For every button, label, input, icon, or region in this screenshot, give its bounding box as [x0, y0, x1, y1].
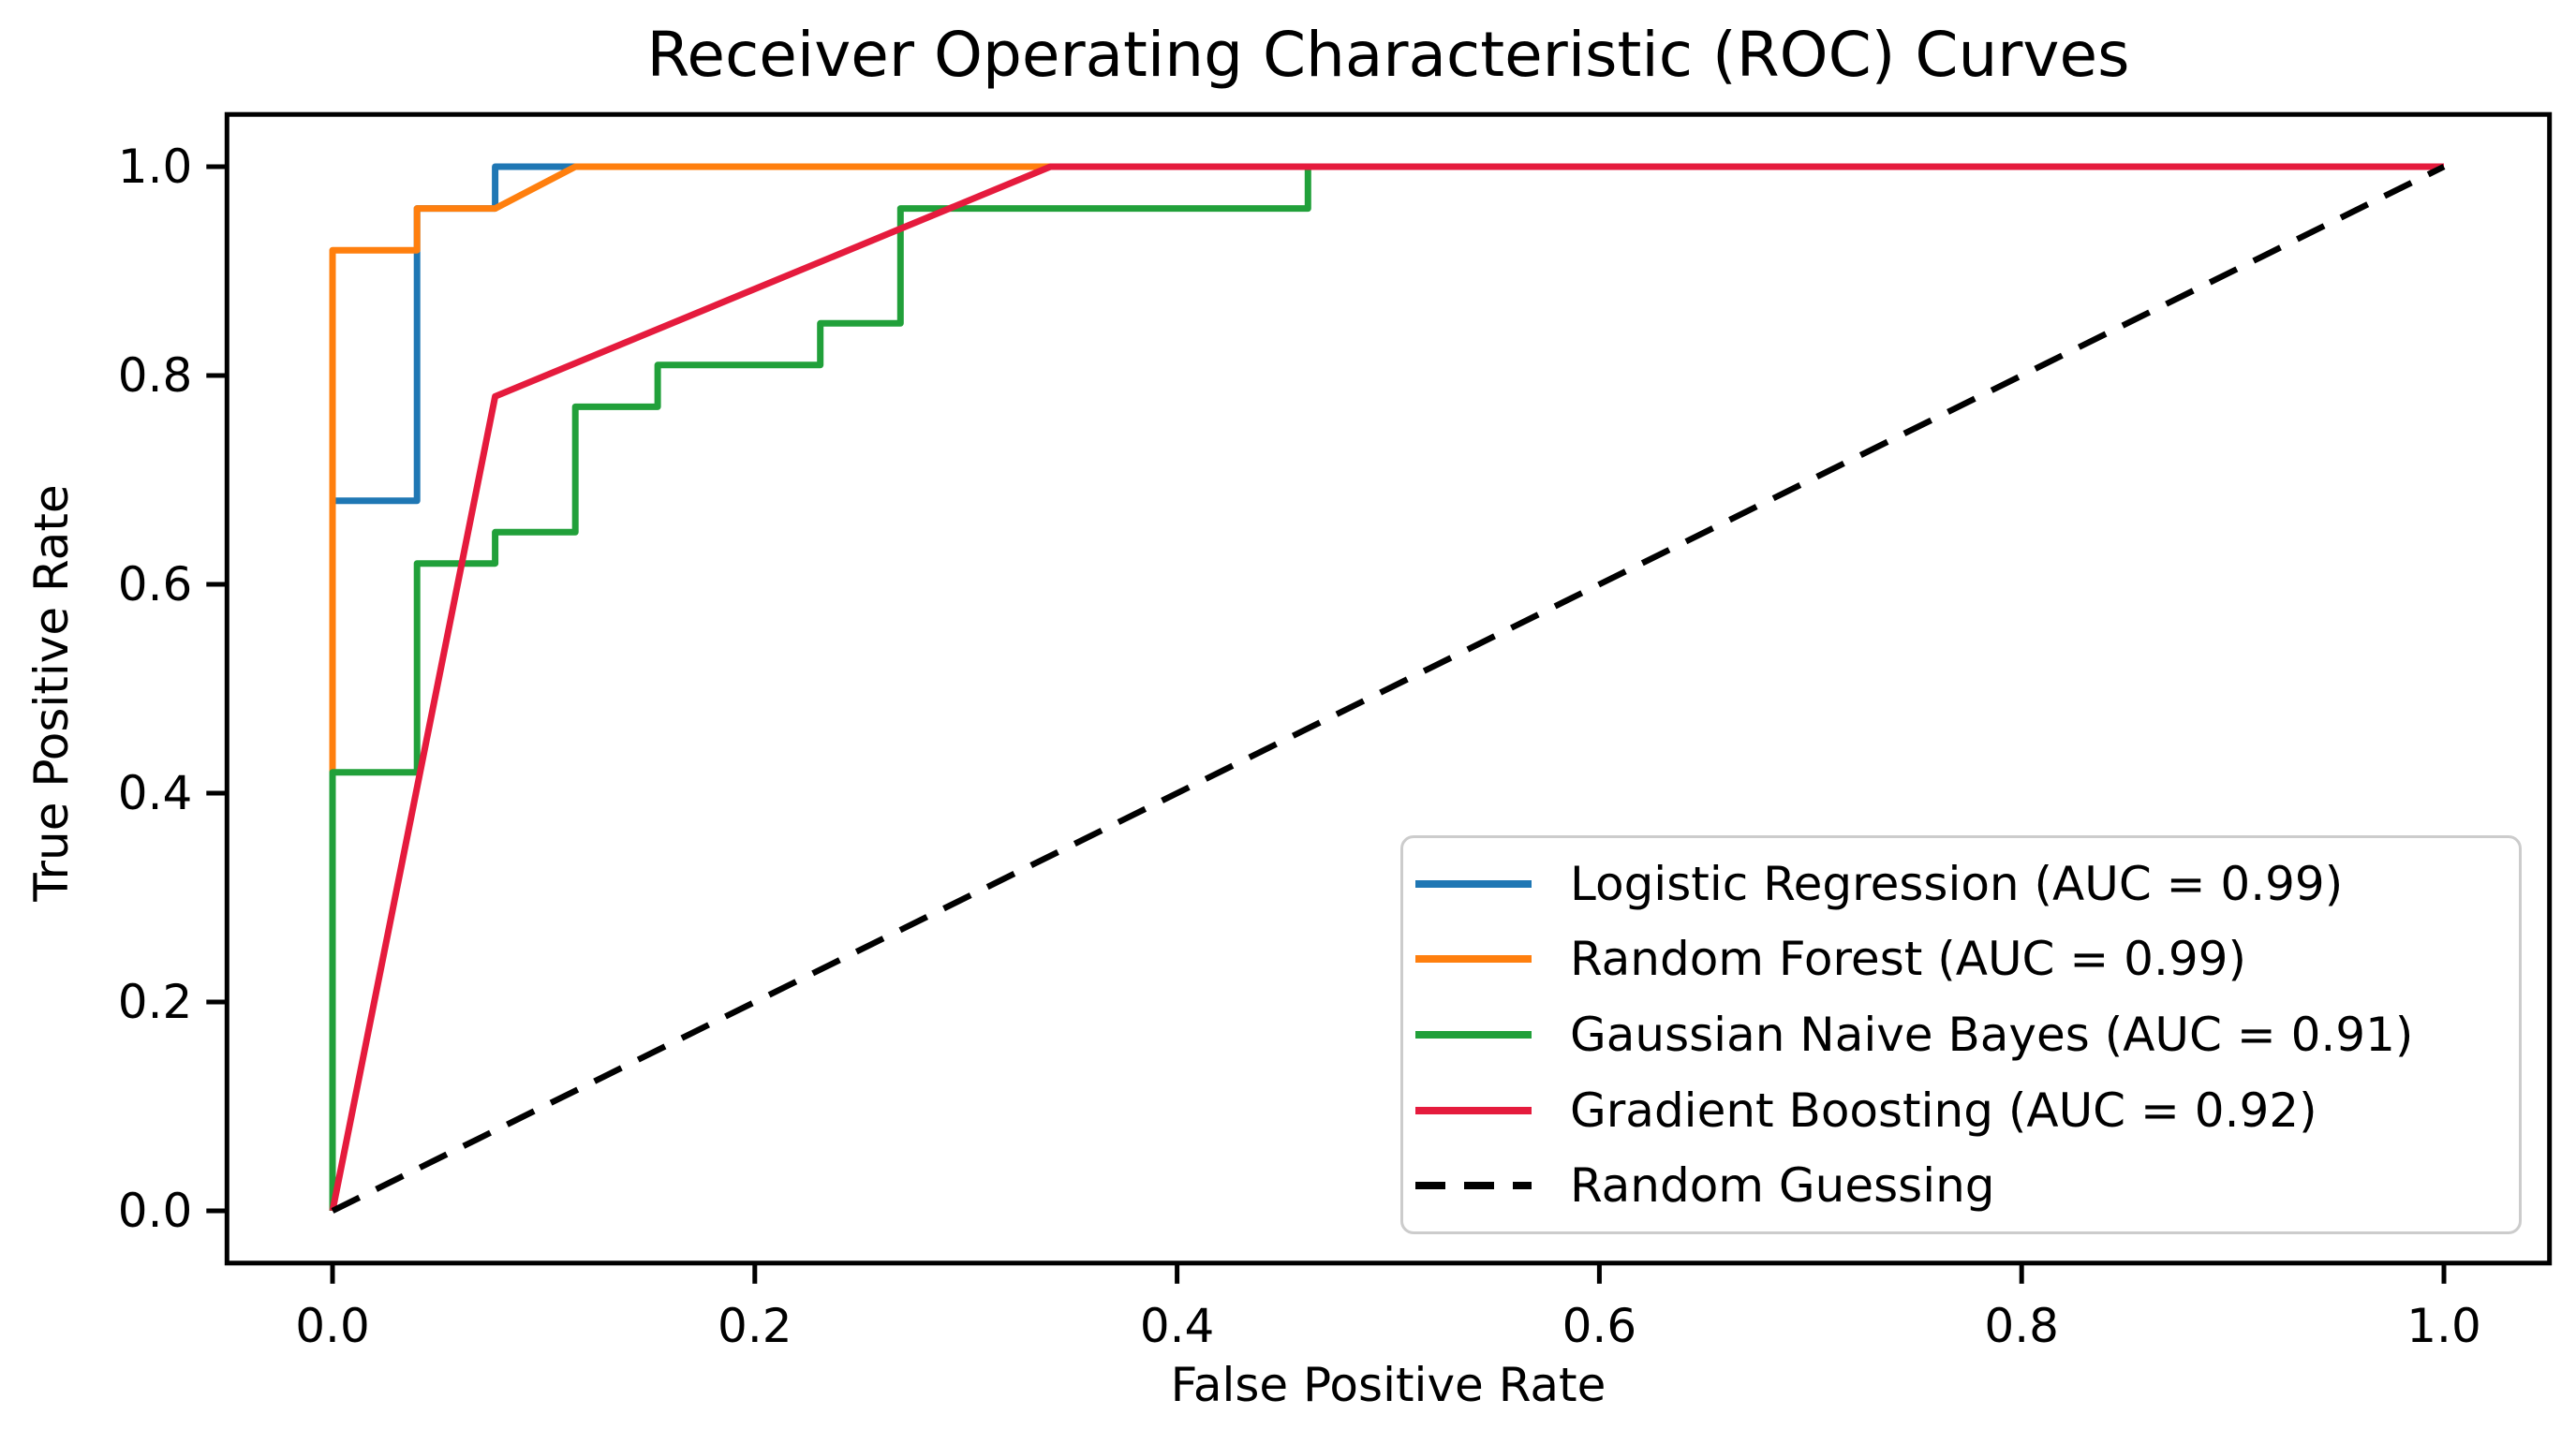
legend-swatch-random-guessing [1415, 1182, 1532, 1190]
plot-frame [224, 111, 2553, 1266]
legend-row-gaussian-naive-bayes: Gaussian Naive Bayes (AUC = 0.91) [1415, 1005, 2509, 1065]
x-axis-label: False Positive Rate [1170, 1358, 1606, 1412]
chart-title: Receiver Operating Characteristic (ROC) … [646, 19, 2130, 91]
y-tick-label-0.4: 0.4 [118, 766, 193, 820]
legend-swatch-gradient-boosting [1415, 1106, 1532, 1114]
y-axis-label: True Positive Rate [24, 484, 79, 902]
legend-row-logistic-regression: Logistic Regression (AUC = 0.99) [1415, 854, 2509, 914]
legend-row-random-forest: Random Forest (AUC = 0.99) [1415, 929, 2509, 989]
legend: Logistic Regression (AUC = 0.99) Random F… [1400, 835, 2522, 1234]
curve-random-forest [329, 163, 2444, 1211]
x-tick-label-0.0: 0.0 [295, 1299, 370, 1353]
legend-swatch-logistic-regression [1415, 879, 1532, 888]
x-tick-label-0.6: 0.6 [1562, 1299, 1637, 1353]
legend-label-gradient-boosting: Gradient Boosting (AUC = 0.92) [1570, 1083, 2317, 1138]
legend-label-gaussian-naive-bayes: Gaussian Naive Bayes (AUC = 0.91) [1570, 1007, 2414, 1062]
x-tick-label-0.2: 0.2 [718, 1299, 792, 1353]
curve-gaussian-naive-bayes [329, 163, 2444, 1211]
y-tick-label-1.0: 1.0 [118, 140, 193, 194]
legend-label-logistic-regression: Logistic Regression (AUC = 0.99) [1570, 856, 2344, 911]
legend-row-random-guessing: Random Guessing [1415, 1156, 2509, 1216]
x-tick-label-1.0: 1.0 [2406, 1299, 2481, 1353]
legend-label-random-guessing: Random Guessing [1570, 1158, 1995, 1214]
legend-swatch-gaussian-naive-bayes [1415, 1030, 1532, 1039]
x-tick-label-0.8: 0.8 [1984, 1299, 2059, 1353]
curve-gradient-boosting [329, 163, 2444, 1212]
y-tick-label-0.8: 0.8 [118, 348, 193, 403]
x-tick-label-0.4: 0.4 [1140, 1299, 1215, 1353]
y-tick-label-0.2: 0.2 [118, 975, 193, 1029]
legend-swatch-random-forest [1415, 955, 1532, 964]
curve-random-guessing [331, 164, 2446, 1214]
y-tick-label-0.6: 0.6 [118, 557, 193, 611]
legend-label-random-forest: Random Forest (AUC = 0.99) [1570, 932, 2246, 987]
y-tick-label-0.0: 0.0 [118, 1184, 193, 1238]
legend-row-gradient-boosting: Gradient Boosting (AUC = 0.92) [1415, 1081, 2509, 1141]
